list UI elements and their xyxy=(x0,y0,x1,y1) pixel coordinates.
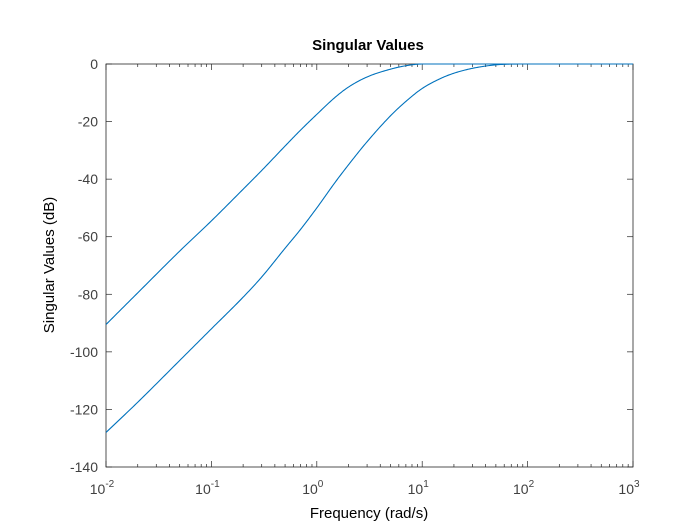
chart-title: Singular Values xyxy=(312,37,424,54)
y-tick-label: -120 xyxy=(70,401,98,417)
y-tick-label: -40 xyxy=(78,171,98,187)
singular-value-line-2 xyxy=(105,63,633,433)
y-tick-label: -100 xyxy=(70,344,98,360)
y-tick-label: -140 xyxy=(70,459,98,475)
axis-ticks xyxy=(105,63,634,468)
x-tick-label: 103 xyxy=(618,479,640,497)
y-axis-label: Singular Values (dB) xyxy=(41,197,58,333)
plot-area-frame xyxy=(105,63,634,468)
series-layer xyxy=(105,63,633,433)
y-tick-labels: 0 -20 -40 -60 -80 -100 -120 -140 xyxy=(70,56,98,475)
x-tick-label: 100 xyxy=(302,479,324,497)
y-tick-label: 0 xyxy=(90,56,98,72)
x-axis-label: Frequency (rad/s) xyxy=(310,505,428,522)
x-tick-labels: 10-2 10-1 100 101 102 103 xyxy=(90,479,640,497)
x-tick-label: 10-1 xyxy=(195,479,220,497)
x-tick-label: 101 xyxy=(408,479,430,497)
x-tick-label: 102 xyxy=(513,479,535,497)
y-tick-label: -80 xyxy=(78,286,98,302)
x-tick-label: 10-2 xyxy=(90,479,115,497)
y-tick-label: -60 xyxy=(78,229,98,245)
y-tick-label: -20 xyxy=(78,114,98,130)
singular-value-line-1 xyxy=(105,63,633,325)
